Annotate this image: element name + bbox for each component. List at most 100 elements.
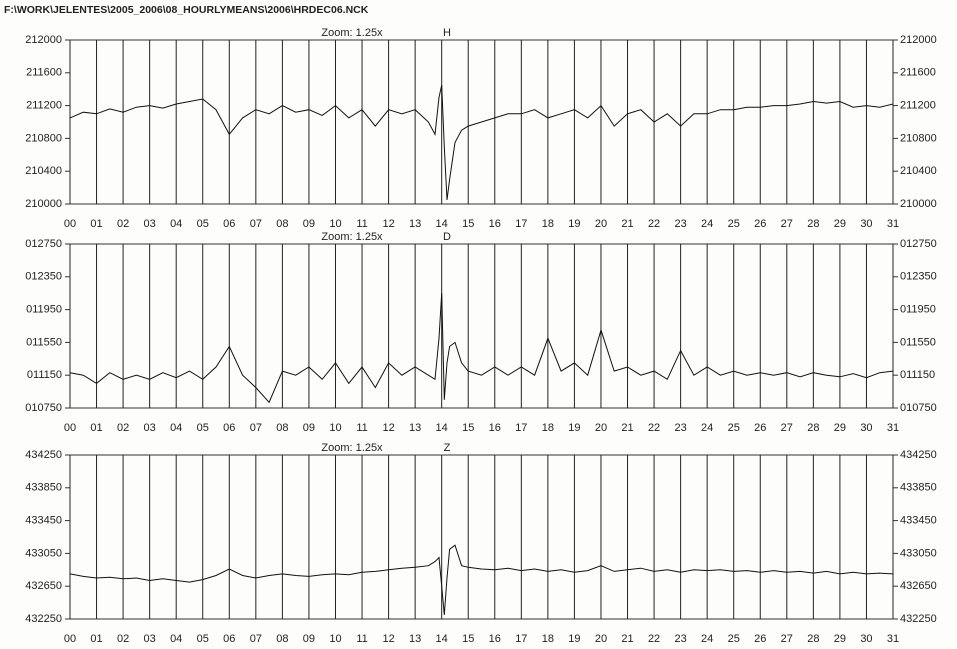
y-tick-label-right: 210000 <box>900 198 937 210</box>
x-tick-label: 27 <box>781 422 793 434</box>
x-tick-label: 26 <box>754 422 766 434</box>
panel-title: Zoom: 1.25x <box>321 231 383 243</box>
x-tick-label: 07 <box>250 422 262 434</box>
x-tick-label: 25 <box>728 218 740 230</box>
x-tick-label: 01 <box>90 633 102 645</box>
y-tick-label: 432250 <box>25 613 62 625</box>
plot-frame <box>69 454 894 620</box>
x-tick-label: 16 <box>489 422 501 434</box>
x-tick-label: 03 <box>144 422 156 434</box>
x-tick-label: 10 <box>329 422 341 434</box>
x-tick-label: 22 <box>648 218 660 230</box>
x-tick-label: 13 <box>409 218 421 230</box>
x-tick-label: 06 <box>223 218 235 230</box>
x-tick-label: 04 <box>170 422 182 434</box>
x-tick-label: 09 <box>303 633 315 645</box>
x-tick-label: 01 <box>90 218 102 230</box>
y-tick-label-right: 210400 <box>900 165 937 177</box>
x-tick-label: 12 <box>382 218 394 230</box>
y-tick-label-right: 433450 <box>900 515 937 527</box>
x-tick-label: 27 <box>781 633 793 645</box>
x-tick-label: 17 <box>515 633 527 645</box>
y-tick-label: 433050 <box>25 547 62 559</box>
x-tick-label: 29 <box>834 422 846 434</box>
y-tick-label: 011150 <box>27 369 62 381</box>
panel-title: Zoom: 1.25x <box>321 442 383 454</box>
x-tick-label: 14 <box>436 218 448 230</box>
y-tick-label-right: 012350 <box>900 271 937 283</box>
y-tick-label-right: 434250 <box>900 449 937 461</box>
y-tick-label: 211600 <box>26 67 62 79</box>
y-tick-label-right: 432650 <box>900 580 937 592</box>
x-tick-label: 17 <box>515 422 527 434</box>
x-tick-label: 24 <box>701 633 713 645</box>
y-tick-label: 011950 <box>26 304 62 316</box>
y-tick-label: 433450 <box>25 515 62 527</box>
x-tick-label: 31 <box>887 633 899 645</box>
x-tick-label: 04 <box>170 218 182 230</box>
x-tick-label: 24 <box>701 218 713 230</box>
x-tick-label: 06 <box>223 633 235 645</box>
x-tick-label: 05 <box>197 422 209 434</box>
x-tick-label: 05 <box>197 633 209 645</box>
x-tick-label: 30 <box>860 218 872 230</box>
x-tick-label: 01 <box>90 422 102 434</box>
x-tick-label: 04 <box>170 633 182 645</box>
x-tick-label: 00 <box>64 633 76 645</box>
plot-frame <box>69 243 894 409</box>
data-line <box>69 293 894 404</box>
component-label: D <box>443 231 451 243</box>
x-tick-label: 14 <box>436 633 448 645</box>
data-line <box>69 544 894 615</box>
x-tick-label: 09 <box>303 422 315 434</box>
y-tick-label: 211200 <box>26 100 62 112</box>
x-tick-label: 24 <box>701 422 713 434</box>
x-tick-label: 18 <box>542 218 554 230</box>
x-tick-label: 13 <box>409 633 421 645</box>
x-tick-label: 07 <box>250 633 262 645</box>
x-tick-label: 20 <box>595 633 607 645</box>
x-tick-label: 31 <box>887 422 899 434</box>
y-tick-label-right: 011950 <box>900 304 936 316</box>
data-line <box>69 84 894 200</box>
x-tick-label: 21 <box>621 422 633 434</box>
y-tick-label-right: 011150 <box>900 369 935 381</box>
x-tick-label: 16 <box>489 218 501 230</box>
y-tick-label: 210800 <box>25 132 62 144</box>
y-tick-label: 010750 <box>25 402 62 414</box>
x-tick-label: 09 <box>303 218 315 230</box>
y-tick-label-right: 432250 <box>900 613 937 625</box>
x-tick-label: 08 <box>276 422 288 434</box>
x-tick-label: 30 <box>860 422 872 434</box>
x-tick-label: 07 <box>250 218 262 230</box>
x-tick-label: 14 <box>436 422 448 434</box>
x-tick-label: 00 <box>64 218 76 230</box>
y-tick-label-right: 211600 <box>900 67 936 79</box>
x-tick-label: 20 <box>595 422 607 434</box>
y-tick-label: 012750 <box>25 238 62 250</box>
x-tick-label: 10 <box>329 218 341 230</box>
component-label: H <box>443 27 451 39</box>
y-tick-label: 210400 <box>25 165 62 177</box>
x-tick-label: 26 <box>754 218 766 230</box>
x-tick-label: 28 <box>807 218 819 230</box>
x-tick-label: 28 <box>807 422 819 434</box>
x-tick-label: 23 <box>674 633 686 645</box>
y-tick-label-right: 433050 <box>900 547 937 559</box>
x-tick-label: 26 <box>754 633 766 645</box>
y-tick-label: 011550 <box>26 336 62 348</box>
x-tick-label: 15 <box>462 633 474 645</box>
x-tick-label: 19 <box>568 633 580 645</box>
x-tick-label: 22 <box>648 633 660 645</box>
x-tick-label: 18 <box>542 633 554 645</box>
panel-title: Zoom: 1.25x <box>321 27 383 39</box>
y-tick-label-right: 433850 <box>900 482 937 494</box>
x-tick-label: 02 <box>117 633 129 645</box>
x-tick-label: 29 <box>834 218 846 230</box>
x-tick-label: 21 <box>621 218 633 230</box>
x-tick-label: 03 <box>144 633 156 645</box>
x-tick-label: 27 <box>781 218 793 230</box>
y-tick-label-right: 010750 <box>900 402 937 414</box>
x-tick-label: 20 <box>595 218 607 230</box>
